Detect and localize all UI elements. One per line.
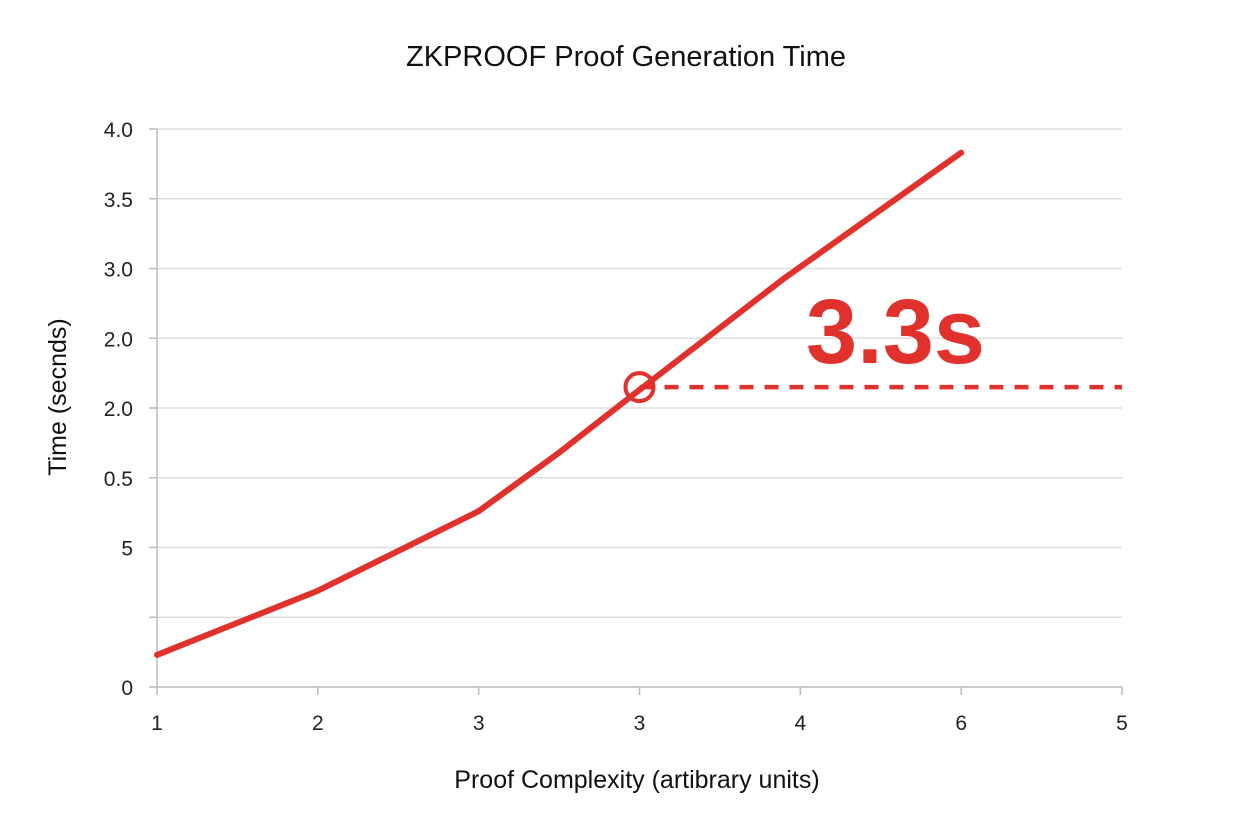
y-tick-label: 0.5	[104, 468, 133, 491]
x-tick-label: 4	[794, 712, 806, 735]
series-layer	[154, 149, 965, 658]
x-tick-label: 3	[634, 712, 646, 735]
y-tick-label: 3.0	[104, 259, 133, 282]
x-tick-label: 6	[955, 712, 967, 735]
y-axis-label: Time (secnds)	[44, 318, 72, 475]
series-line	[154, 149, 965, 658]
x-tick-labels: 1 2 3 3 4 6 5	[151, 712, 1128, 735]
x-tick-label: 3	[473, 712, 485, 735]
axes	[149, 128, 1123, 695]
y-tick-label: 2.0	[104, 328, 133, 351]
y-tick-label: 3.5	[104, 189, 133, 212]
y-tick-label: 5	[121, 538, 133, 561]
x-tick-label: 5	[1116, 712, 1128, 735]
annotation-layer: 3.3s	[623, 281, 1122, 404]
gridlines	[157, 128, 1122, 618]
callout-label: 3.3s	[806, 281, 985, 383]
highlight-circle-marker	[623, 371, 656, 404]
y-tick-label: 0	[121, 677, 133, 700]
y-tick-label: 4.0	[104, 119, 133, 142]
x-tick-label: 1	[151, 712, 163, 735]
y-tick-label: 2.0	[104, 398, 133, 421]
chart-title: ZKPROOF Proof Generation Time	[406, 41, 846, 73]
x-tick-label: 2	[312, 712, 324, 735]
y-tick-labels: 0 5 0.5 2.0 2.0 3.0 3.5 4.0	[104, 119, 133, 700]
x-axis-label: Proof Complexity (artibrary units)	[454, 766, 819, 794]
